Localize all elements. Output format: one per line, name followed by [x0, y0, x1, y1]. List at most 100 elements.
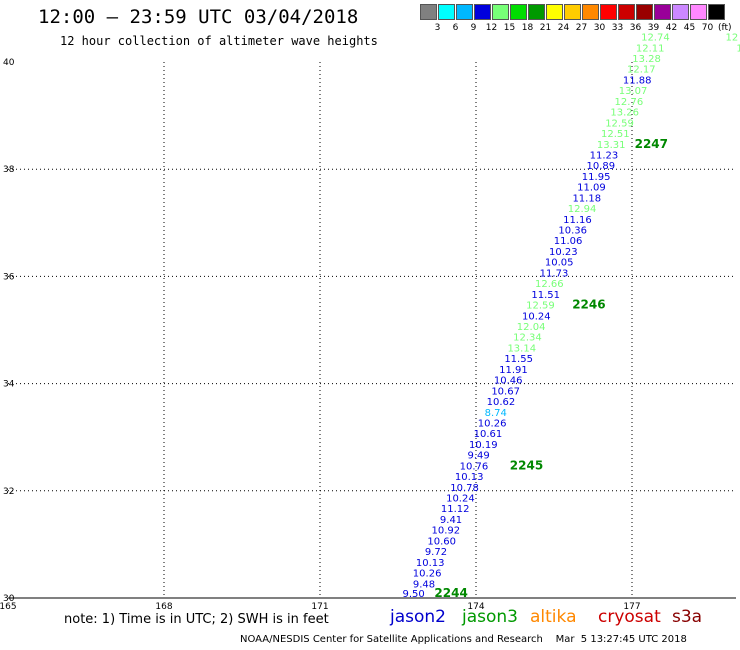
data-point-label: 11.73 — [540, 268, 569, 279]
data-point-label: 13.14 — [507, 343, 536, 354]
legend-swatch — [420, 4, 437, 20]
x-tick-label: 168 — [155, 602, 172, 612]
data-point-label: 12.51 — [601, 129, 630, 140]
data-point-label: 12.34 — [513, 333, 542, 344]
data-point-label: 1. — [736, 43, 740, 54]
data-point-label: 11.55 — [504, 354, 533, 365]
legend-swatch — [654, 4, 671, 20]
data-point-label: 12.59 — [526, 301, 555, 312]
data-point-label: 13.31 — [597, 140, 626, 151]
chart-subtitle: 12 hour collection of altimeter wave hei… — [60, 34, 378, 48]
data-point-label: 11.88 — [623, 75, 652, 86]
legend-swatch — [618, 4, 635, 20]
legend-swatch — [492, 4, 509, 20]
data-point-label: 13.07 — [619, 86, 648, 97]
satellite-jason2: jason2 — [390, 607, 446, 627]
satellite-jason3: jason3 — [462, 607, 518, 627]
legend-bin-label: 45 — [683, 23, 696, 33]
legend-bin-label: 27 — [575, 23, 588, 33]
legend-bin-label: 39 — [647, 23, 660, 33]
x-tick-label: 165 — [0, 602, 17, 612]
footnote: note: 1) Time is in UTC; 2) SWH is in fe… — [64, 612, 329, 627]
data-point-label: 10.46 — [494, 376, 523, 387]
satellite-altika: altika — [530, 607, 577, 627]
legend-swatch — [600, 4, 617, 20]
data-point-label: 12.59 — [605, 118, 634, 129]
legend-swatch — [528, 4, 545, 20]
credit-line: NOAA/NESDIS Center for Satellite Applica… — [240, 634, 687, 645]
legend-bin-label: 6 — [452, 23, 459, 33]
data-point-label: 10.23 — [549, 247, 578, 258]
data-point-label: 10.19 — [469, 440, 498, 451]
data-point-label: 12.94 — [568, 204, 597, 215]
legend-swatch — [546, 4, 563, 20]
data-point-label: 9.50 — [402, 589, 424, 600]
data-point-label: 9.72 — [425, 547, 447, 558]
data-point-label: 10.92 — [432, 526, 461, 537]
y-tick-label: 30 — [3, 594, 15, 604]
data-point-label: 10.05 — [545, 258, 574, 269]
data-point-label: 12.76 — [615, 97, 644, 108]
data-point-label: 10.13 — [416, 558, 445, 569]
legend-swatch — [636, 4, 653, 20]
legend-swatch — [690, 4, 707, 20]
legend-bin-label: 24 — [557, 23, 570, 33]
pass-annotation: 2247 — [635, 137, 668, 151]
legend-bin-label: 12 — [485, 23, 498, 33]
data-point-label: 12.66 — [535, 279, 564, 290]
pass-annotation: 2245 — [510, 458, 543, 472]
data-point-label: 10.67 — [491, 386, 520, 397]
data-point-label: 12.74 — [641, 33, 670, 44]
satellite-s3a: s3a — [672, 607, 703, 627]
legend-bin-label: 36 — [629, 23, 642, 33]
legend-unit: (ft) — [718, 23, 732, 33]
data-point-label: 11.16 — [563, 215, 592, 226]
y-tick-label: 38 — [3, 165, 15, 175]
legend-swatch — [672, 4, 689, 20]
legend-bin-label: 15 — [503, 23, 516, 33]
legend-swatch — [474, 4, 491, 20]
data-point-label: 11.12 — [441, 504, 470, 515]
chart-title: 12:00 – 23:59 UTC 03/04/2018 — [38, 6, 359, 28]
data-point-label: 10.62 — [487, 397, 516, 408]
x-tick-label: 177 — [623, 602, 640, 612]
data-point-label: 10.26 — [478, 418, 507, 429]
data-point-label: 11.23 — [590, 150, 619, 161]
data-point-label: 10.78 — [450, 483, 479, 494]
data-point-label: 12 — [725, 33, 738, 44]
data-point-label: 9.41 — [440, 515, 462, 526]
data-point-label: 10.13 — [455, 472, 484, 483]
data-point-label: 10.76 — [460, 461, 489, 472]
data-point-label: 10.36 — [558, 226, 587, 237]
data-point-label: 13.28 — [632, 54, 661, 65]
satellite-cryosat: cryosat — [598, 607, 661, 627]
data-point-label: 11.95 — [582, 172, 611, 183]
data-point-label: 11.06 — [554, 236, 583, 247]
x-tick-label: 174 — [467, 602, 484, 612]
legend-swatch — [564, 4, 581, 20]
legend-bin-label: 9 — [470, 23, 477, 33]
data-point-label: 12.17 — [627, 65, 656, 76]
legend-swatch — [456, 4, 473, 20]
data-point-label: 10.61 — [474, 429, 503, 440]
data-point-label: 12.04 — [517, 322, 546, 333]
data-point-label: 11.18 — [572, 193, 601, 204]
legend-swatch — [582, 4, 599, 20]
data-point-label: 10.60 — [427, 536, 456, 547]
data-point-label: 8.74 — [485, 408, 507, 419]
x-tick-label: 171 — [311, 602, 328, 612]
data-point-label: 11.91 — [499, 365, 528, 376]
data-point-label: 12.11 — [636, 43, 665, 54]
data-point-label: 10.24 — [446, 494, 475, 505]
data-point-label: 9.48 — [413, 579, 435, 590]
legend-bin-label: 3 — [434, 23, 441, 33]
legend-swatch — [708, 4, 725, 20]
data-point-label: 10.89 — [586, 161, 615, 172]
y-tick-label: 40 — [3, 58, 15, 68]
legend-bin-label: 42 — [665, 23, 678, 33]
data-point-label: 9.49 — [467, 451, 489, 462]
legend-bin-label: 33 — [611, 23, 624, 33]
y-tick-label: 36 — [3, 272, 15, 282]
pass-annotation: 2246 — [572, 298, 605, 312]
